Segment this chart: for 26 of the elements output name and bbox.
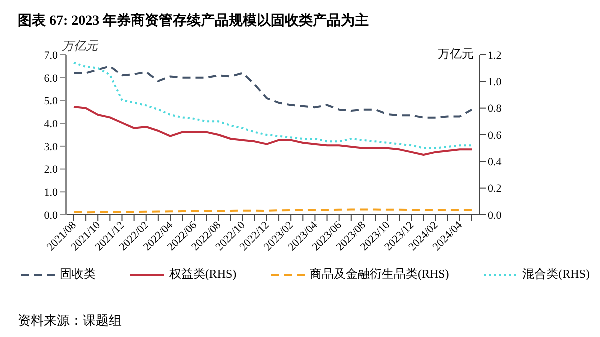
y2-tick-label: 1.2	[488, 50, 502, 62]
y-tick-label: 3.0	[44, 141, 58, 154]
legend-label: 商品及金融衍生品类(RHS)	[310, 266, 450, 283]
y-axis-title: 万亿元	[62, 38, 98, 55]
line-series	[73, 106, 473, 156]
y2-tick-label: 1.0	[488, 76, 502, 89]
legend-label: 混合类(RHS)	[522, 266, 590, 283]
y-tick-label: 6.0	[44, 72, 58, 85]
y-tick-label: 5.0	[44, 96, 58, 108]
y2-tick-label: 0.4	[488, 156, 502, 169]
chart-title: 图表 67: 2023 年券商资管存续产品规模以固收类产品为主	[18, 12, 370, 30]
y2-axis-title: 万亿元	[438, 46, 474, 63]
y2-tick-label: 0.8	[488, 103, 502, 116]
y2-tick-label: 0.2	[488, 183, 502, 196]
y2-tick-label: 0.0	[488, 210, 502, 222]
y2-tick-label: 0.6	[488, 130, 502, 142]
legend-label: 固收类	[60, 266, 96, 283]
y-tick-label: 4.0	[44, 118, 58, 130]
line-series	[73, 62, 473, 150]
y-tick-label: 1.0	[44, 187, 58, 200]
y-tick-label: 7.0	[44, 50, 58, 62]
y-tick-label: 2.0	[44, 164, 58, 176]
line-series	[73, 65, 473, 119]
legend-label: 权益类(RHS)	[169, 266, 237, 283]
text: 资料来源：课题组	[18, 312, 122, 330]
y-tick-label: 0.0	[44, 210, 58, 222]
